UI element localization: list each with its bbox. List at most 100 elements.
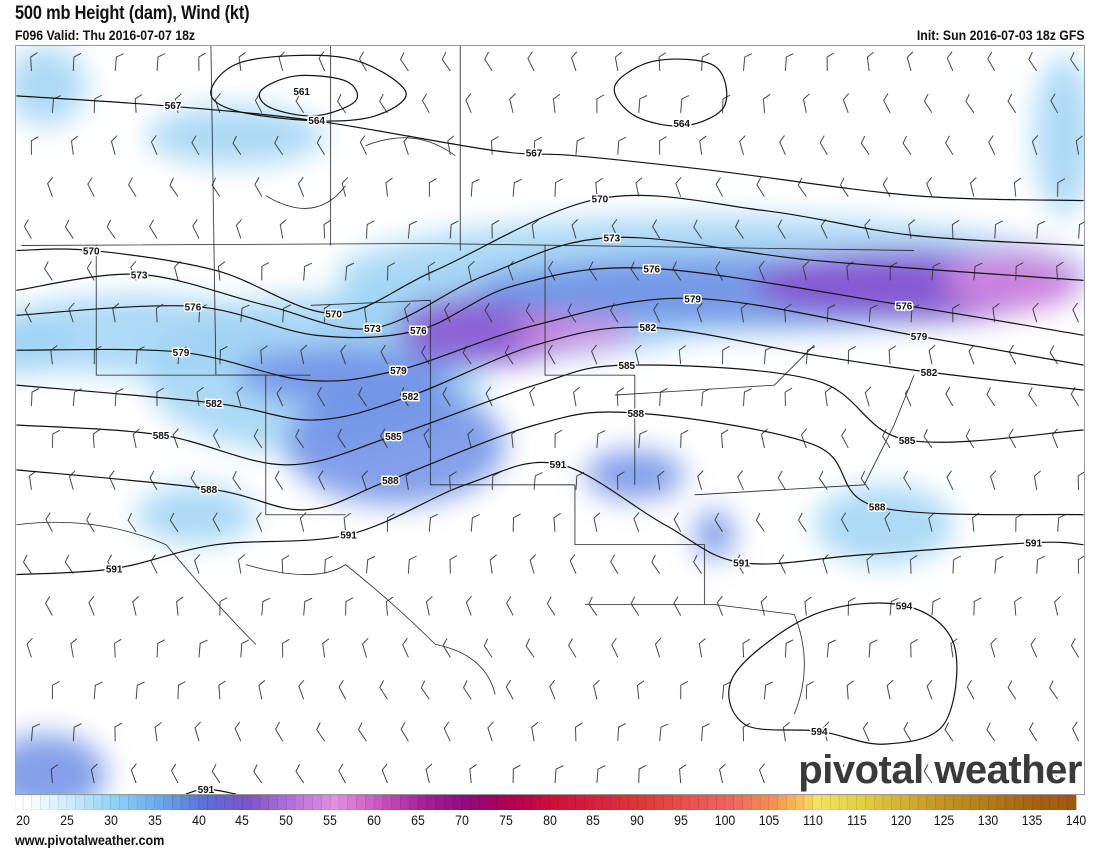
colorbar-swatch [777,795,787,810]
wind-barb [506,596,514,616]
wind-barb [170,763,179,784]
wind-barb [380,428,388,449]
colorbar-swatch [610,795,621,810]
wind-barb [235,218,243,239]
colorbar-swatch [312,795,322,810]
wind-barb [1053,763,1061,784]
wind-barb [72,52,82,71]
wind-barb [611,218,619,239]
colorbar-swatch [601,795,612,810]
wind-barb [970,177,977,197]
colorbar-swatch [759,795,770,810]
wind-barb [232,470,242,491]
wind-barb [697,470,704,490]
colorbar-swatch [426,795,436,810]
colorbar-swatch [303,795,314,810]
colorbar-swatch [803,795,814,810]
contour-label: 582 [206,399,223,410]
wind-barb [114,388,124,407]
wind-barb [298,679,305,700]
wind-barb [399,387,409,407]
wind-barb [278,51,285,72]
wind-barb [573,386,581,407]
wind-barb [507,260,514,281]
wind-barb [990,470,997,490]
wind-barb [798,512,807,532]
wind-shade-blob [943,250,1084,311]
colorbar-swatch [1049,795,1059,810]
wind-barb [722,681,732,700]
contour-label: 591 [106,565,123,576]
colorbar-swatch [347,795,357,810]
height-contour-570 [16,194,1084,314]
wind-barb [491,136,499,155]
wind-barb [881,764,891,784]
wind-barb [470,178,480,197]
wind-barb [903,721,912,742]
wind-barb [740,303,748,323]
wind-barb [340,344,347,365]
wind-barb [972,512,980,532]
wind-barb [295,93,305,114]
wind-barb [114,722,123,742]
colorbar-tick-label: 85 [586,812,601,828]
wind-barb [860,470,870,491]
wind-barb [651,554,661,574]
wind-barb [234,721,242,742]
border-line [310,299,575,486]
colorbar-swatch [338,795,349,810]
colorbar-swatch [575,795,586,810]
wind-barb [779,135,786,155]
wind-barb [274,470,284,491]
wind-barb [784,53,794,71]
wind-barb [176,596,184,616]
wind-barb [679,764,687,784]
colorbar-swatch [988,795,998,810]
wind-barb [680,681,689,700]
wind-barb [323,303,332,323]
colorbar-swatch [15,795,24,810]
wind-barb [487,721,494,742]
wind-barb [281,554,290,574]
wind-barb [531,219,539,239]
colorbar-swatch [75,795,85,810]
wind-barb [428,513,438,532]
wind-barb [698,638,706,658]
colorbar-swatch [461,795,472,810]
wind-barb [883,93,891,114]
wind-barb [423,428,430,449]
wind-barb [23,219,32,239]
colorbar-swatch [847,795,858,810]
contour-label: 576 [643,264,660,275]
wind-barb [617,136,627,155]
wind-barb [484,51,493,72]
wind-barb [888,345,896,365]
wind-barb [135,681,145,700]
wind-barb [596,765,606,784]
wind-barb [427,261,436,281]
colorbar-swatch [628,795,638,810]
wind-barb [299,512,307,532]
contour-label: 570 [325,309,342,320]
contour-label: 564 [673,119,690,130]
wind-barb [617,723,626,742]
wind-barb [358,51,367,72]
colorbar-tick-label: 125 [934,812,955,828]
wind-barb [819,135,828,155]
wind-barb [714,512,723,532]
contour-label: 594 [811,727,828,738]
wind-barb [380,344,388,365]
wind-barb [169,512,179,532]
wind-barb [381,763,388,784]
wind-barb [1008,428,1017,449]
colorbar-swatch [444,795,454,810]
wind-barb [636,680,645,700]
wind-barb [931,262,941,281]
wind-shade-blob [814,484,954,565]
wind-barb [763,346,773,365]
colorbar-swatch [189,795,200,810]
website-url[interactable]: www.pivotalweather.com [15,832,165,848]
wind-barb [554,765,564,784]
colorbar-tick-label: 105 [758,812,780,828]
height-contour-588 [16,411,1084,516]
